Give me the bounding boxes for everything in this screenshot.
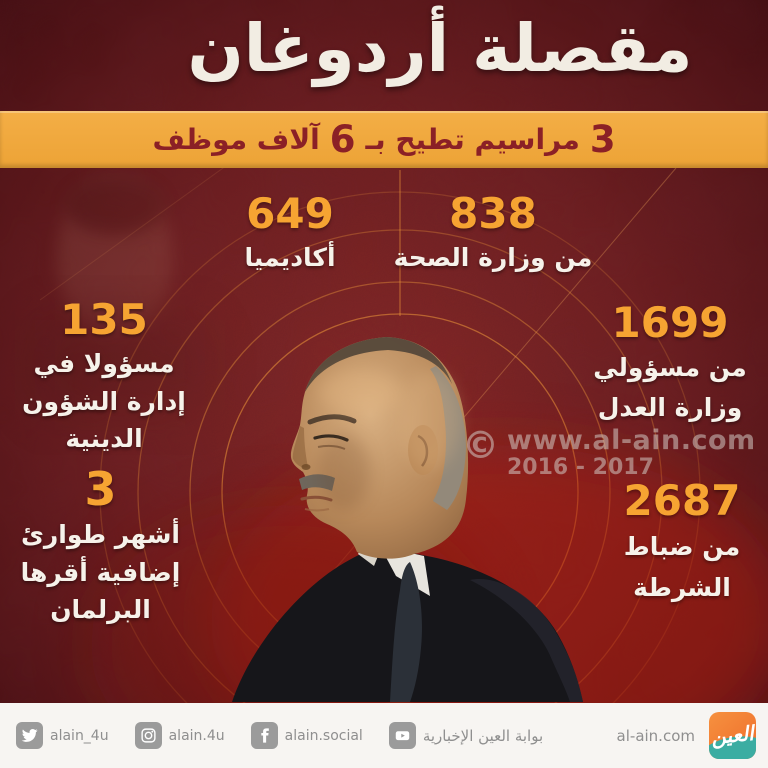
stat-value: 838 [449,189,537,238]
twitter-handle[interactable]: alain_4u [50,727,109,744]
social-facebook[interactable]: alain.social [250,722,363,749]
instagram-icon[interactable] [134,722,162,749]
stat-justice-ministry: 1699 من مسؤولي وزارة العدل [576,298,764,428]
stat-value: 1699 [611,298,729,347]
watermark-url: www.al-ain.com [507,425,756,456]
stat-value: 2687 [623,476,741,525]
footer-bar: alain_4u alain.4u alain.social [0,703,768,768]
stat-academics: 649 أكاديميا [195,189,385,277]
facebook-icon[interactable] [250,722,278,749]
hair [305,337,452,392]
stat-health-ministry: 838 من وزارة الصحة [392,189,594,277]
stat-value: 3 [84,462,117,516]
alain-logo-text: العين [710,720,755,749]
subtitle-number-decrees: 3 [589,118,616,161]
subtitle-number-thousands: 6 [329,118,356,161]
facebook-handle[interactable]: alain.social [284,727,363,744]
youtube-handle[interactable]: بوابة العين الإخبارية [422,726,544,745]
stat-label: أكاديميا [244,243,336,273]
subtitle-text-1: مراسيم تطيح بـ [365,123,580,156]
ghost-face [35,175,205,410]
alain-logo[interactable]: العين [709,712,756,759]
social-instagram[interactable]: alain.4u [134,722,225,749]
youtube-icon[interactable] [388,722,416,749]
stat-value: 135 [60,295,148,344]
site-url[interactable]: al-ain.com [616,726,695,745]
stat-emergency-months: 3 أشهر طوارئ إضافية أقرها البرلمان [8,465,193,629]
social-youtube[interactable]: بوابة العين الإخبارية [388,722,544,749]
stat-label: من ضباط الشرطة [623,532,741,603]
stat-label: من مسؤولي وزارة العدل [593,353,747,423]
page-title: مقصلة أردوغان [187,10,693,87]
copyright-icon: © [462,424,499,467]
watermark: © www.al-ain.com 2016 - 2017 [462,424,756,481]
stat-label: أشهر طوارئ إضافية أقرها البرلمان [20,520,181,625]
subtitle-text-2: آلاف موظف [152,123,320,156]
stat-label: من وزارة الصحة [393,243,593,273]
stat-value: 649 [246,189,334,238]
stat-religious-affairs: 135 مسؤولا في إدارة الشؤون الدينية [0,295,208,458]
stat-police-officers: 2687 من ضباط الشرطة [600,476,764,609]
subtitle-bar: 3 مراسيم تطيح بـ 6 آلاف موظف [0,111,768,168]
tie [390,562,422,702]
twitter-icon[interactable] [16,722,43,749]
social-twitter[interactable]: alain_4u [16,722,109,749]
erdogan-portrait [90,337,768,768]
stat-label: مسؤولا في إدارة الشؤون الدينية [22,349,186,454]
instagram-handle[interactable]: alain.4u [168,727,225,744]
watermark-years: 2016 - 2017 [507,455,654,481]
